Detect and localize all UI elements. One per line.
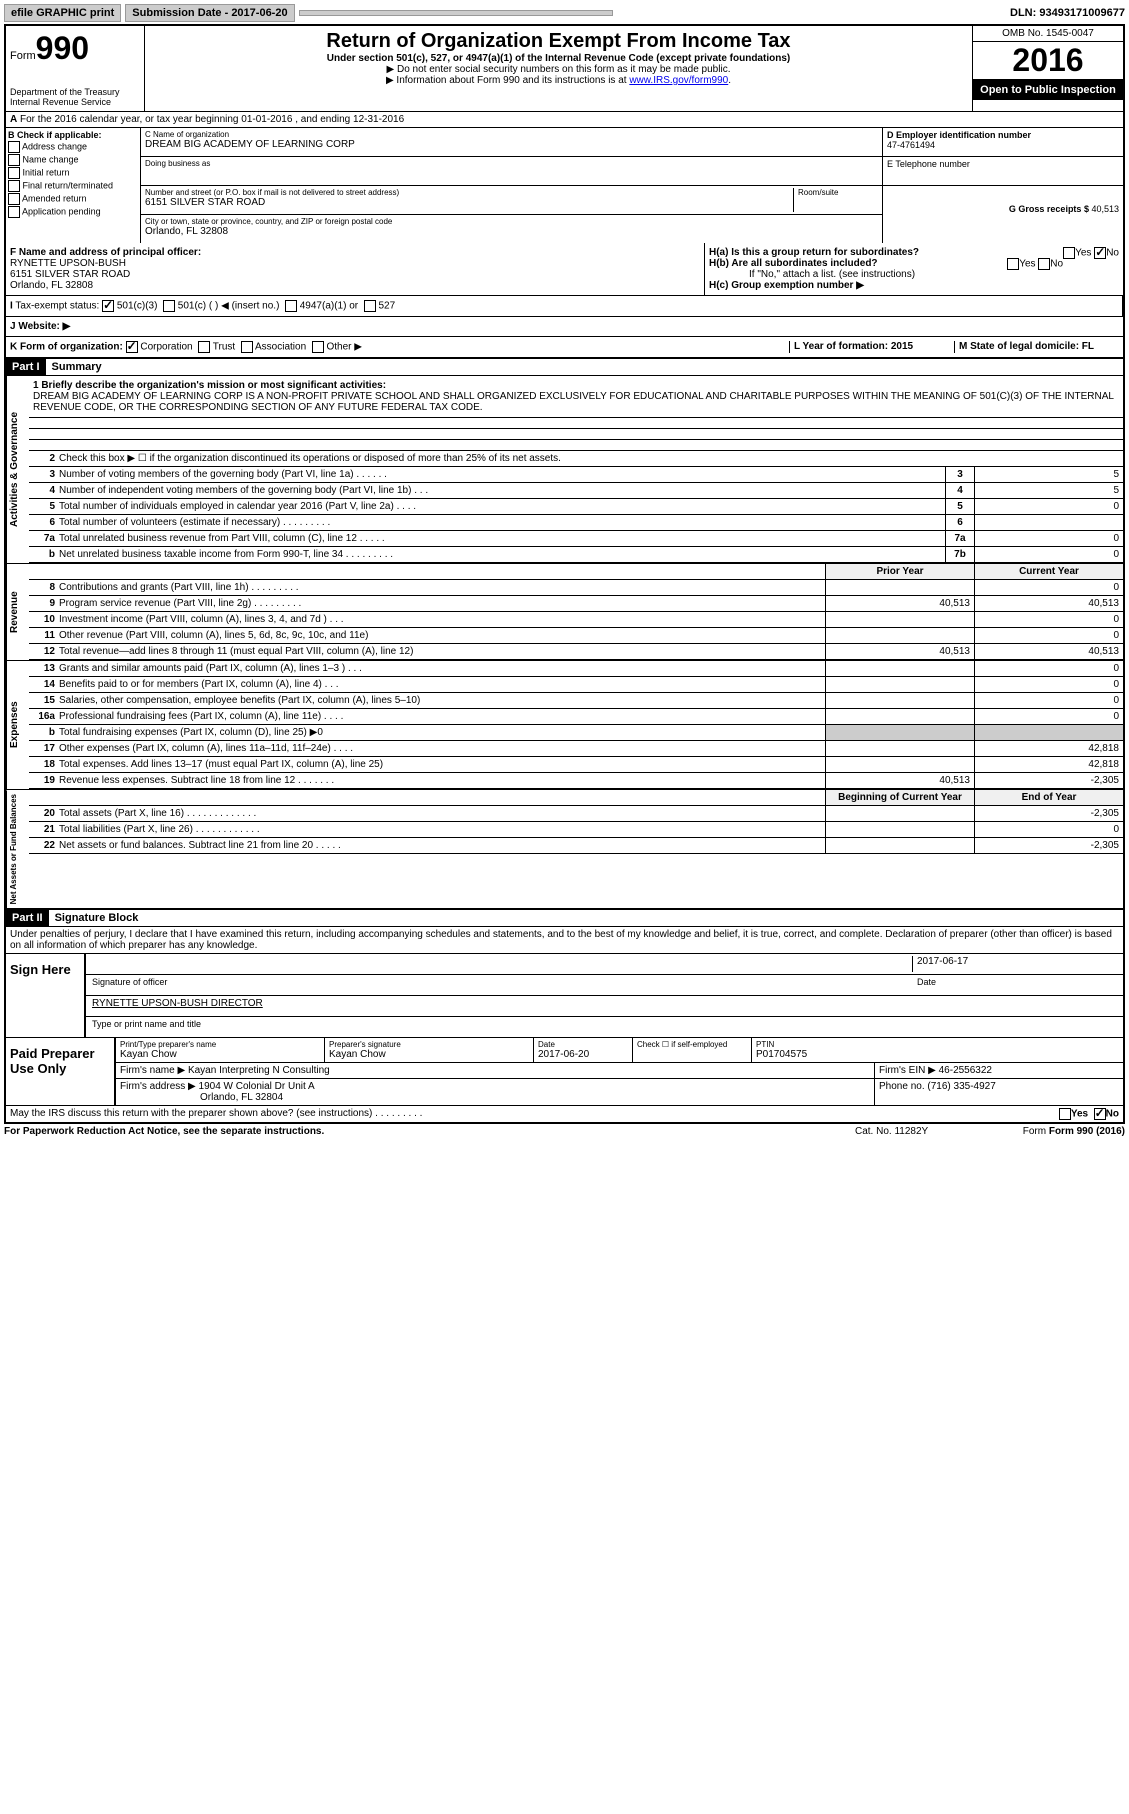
part1-header: Part I	[6, 359, 46, 375]
paid-preparer-label: Paid Preparer Use Only	[6, 1038, 116, 1105]
irs-link[interactable]: www.IRS.gov/form990	[629, 75, 728, 86]
form-id-box: Form990 Department of the Treasury Inter…	[6, 26, 145, 111]
box-b: B Check if applicable: Address change Na…	[6, 128, 141, 243]
vlabel-revenue: Revenue	[6, 564, 29, 660]
summary-row: 6Total number of volunteers (estimate if…	[29, 515, 1123, 531]
vlabel-governance: Activities & Governance	[6, 376, 29, 563]
part2-header: Part II	[6, 910, 49, 926]
summary-row: 10Investment income (Part VIII, column (…	[29, 612, 1123, 628]
k-row: K Form of organization: Corporation Trus…	[6, 337, 1123, 359]
sign-here-label: Sign Here	[6, 954, 86, 1037]
box-right: D Employer identification number 47-4761…	[883, 128, 1123, 243]
summary-row: 3Number of voting members of the governi…	[29, 467, 1123, 483]
irs-discuss-row: May the IRS discuss this return with the…	[6, 1105, 1123, 1122]
vlabel-expenses: Expenses	[6, 661, 29, 789]
summary-row: 8Contributions and grants (Part VIII, li…	[29, 580, 1123, 596]
summary-row: bTotal fundraising expenses (Part IX, co…	[29, 725, 1123, 741]
summary-row: 12Total revenue—add lines 8 through 11 (…	[29, 644, 1123, 660]
vlabel-netassets: Net Assets or Fund Balances	[6, 790, 29, 908]
summary-row: 18Total expenses. Add lines 13–17 (must …	[29, 757, 1123, 773]
submission-date: Submission Date - 2017-06-20	[125, 4, 294, 22]
header-right-box: OMB No. 1545-0047 2016 Open to Public In…	[972, 26, 1123, 111]
summary-row: 11Other revenue (Part VIII, column (A), …	[29, 628, 1123, 644]
cat-no: Cat. No. 11282Y	[855, 1126, 1005, 1137]
summary-row: 15Salaries, other compensation, employee…	[29, 693, 1123, 709]
header-title-box: Return of Organization Exempt From Incom…	[145, 26, 972, 111]
box-f: F Name and address of principal officer:…	[6, 243, 705, 295]
summary-row: 5Total number of individuals employed in…	[29, 499, 1123, 515]
blank-bar	[299, 10, 613, 16]
summary-row: 7aTotal unrelated business revenue from …	[29, 531, 1123, 547]
summary-row: 14Benefits paid to or for members (Part …	[29, 677, 1123, 693]
perjury-text: Under penalties of perjury, I declare th…	[6, 927, 1123, 954]
summary-row: 9Program service revenue (Part VIII, lin…	[29, 596, 1123, 612]
website-row: J Website: ▶	[6, 317, 1123, 337]
summary-row: 21Total liabilities (Part X, line 26) . …	[29, 822, 1123, 838]
summary-row: 19Revenue less expenses. Subtract line 1…	[29, 773, 1123, 789]
summary-row: 16aProfessional fundraising fees (Part I…	[29, 709, 1123, 725]
section-a: A For the 2016 calendar year, or tax yea…	[6, 112, 1123, 128]
summary-row: 20Total assets (Part X, line 16) . . . .…	[29, 806, 1123, 822]
box-h: H(a) Is this a group return for subordin…	[705, 243, 1123, 295]
box-c: C Name of organization DREAM BIG ACADEMY…	[141, 128, 883, 243]
summary-row: 17Other expenses (Part IX, column (A), l…	[29, 741, 1123, 757]
part1-title: Summary	[46, 359, 108, 375]
paperwork-notice: For Paperwork Reduction Act Notice, see …	[4, 1126, 855, 1137]
summary-row: bNet unrelated business taxable income f…	[29, 547, 1123, 563]
summary-row: 4Number of independent voting members of…	[29, 483, 1123, 499]
tax-status: I Tax-exempt status: 501(c)(3) 501(c) ( …	[6, 296, 1123, 317]
mission: 1 Briefly describe the organization's mi…	[29, 376, 1123, 418]
summary-row: 13Grants and similar amounts paid (Part …	[29, 661, 1123, 677]
dln: DLN: 93493171009677	[1010, 7, 1125, 19]
part2-title: Signature Block	[49, 910, 145, 926]
efile-button[interactable]: efile GRAPHIC print	[4, 4, 121, 22]
form-footer: Form Form 990 (2016)	[1005, 1126, 1125, 1137]
summary-row: 22Net assets or fund balances. Subtract …	[29, 838, 1123, 854]
